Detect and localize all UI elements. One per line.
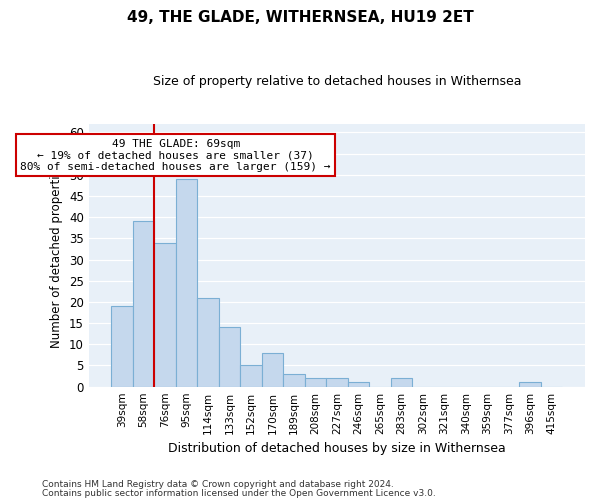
Bar [133, 222, 154, 386]
Bar [283, 374, 305, 386]
Bar [520, 382, 541, 386]
Bar [262, 353, 283, 386]
Bar [176, 179, 197, 386]
Text: 49 THE GLADE: 69sqm
← 19% of detached houses are smaller (37)
80% of semi-detach: 49 THE GLADE: 69sqm ← 19% of detached ho… [20, 138, 331, 172]
Bar [326, 378, 347, 386]
X-axis label: Distribution of detached houses by size in Withernsea: Distribution of detached houses by size … [168, 442, 506, 455]
Bar [111, 306, 133, 386]
Bar [305, 378, 326, 386]
Bar [197, 298, 219, 386]
Bar [240, 366, 262, 386]
Bar [154, 242, 176, 386]
Text: Contains HM Land Registry data © Crown copyright and database right 2024.: Contains HM Land Registry data © Crown c… [42, 480, 394, 489]
Title: Size of property relative to detached houses in Withernsea: Size of property relative to detached ho… [152, 75, 521, 88]
Bar [219, 328, 240, 386]
Text: 49, THE GLADE, WITHERNSEA, HU19 2ET: 49, THE GLADE, WITHERNSEA, HU19 2ET [127, 10, 473, 25]
Bar [391, 378, 412, 386]
Text: Contains public sector information licensed under the Open Government Licence v3: Contains public sector information licen… [42, 489, 436, 498]
Bar [347, 382, 369, 386]
Y-axis label: Number of detached properties: Number of detached properties [50, 162, 64, 348]
